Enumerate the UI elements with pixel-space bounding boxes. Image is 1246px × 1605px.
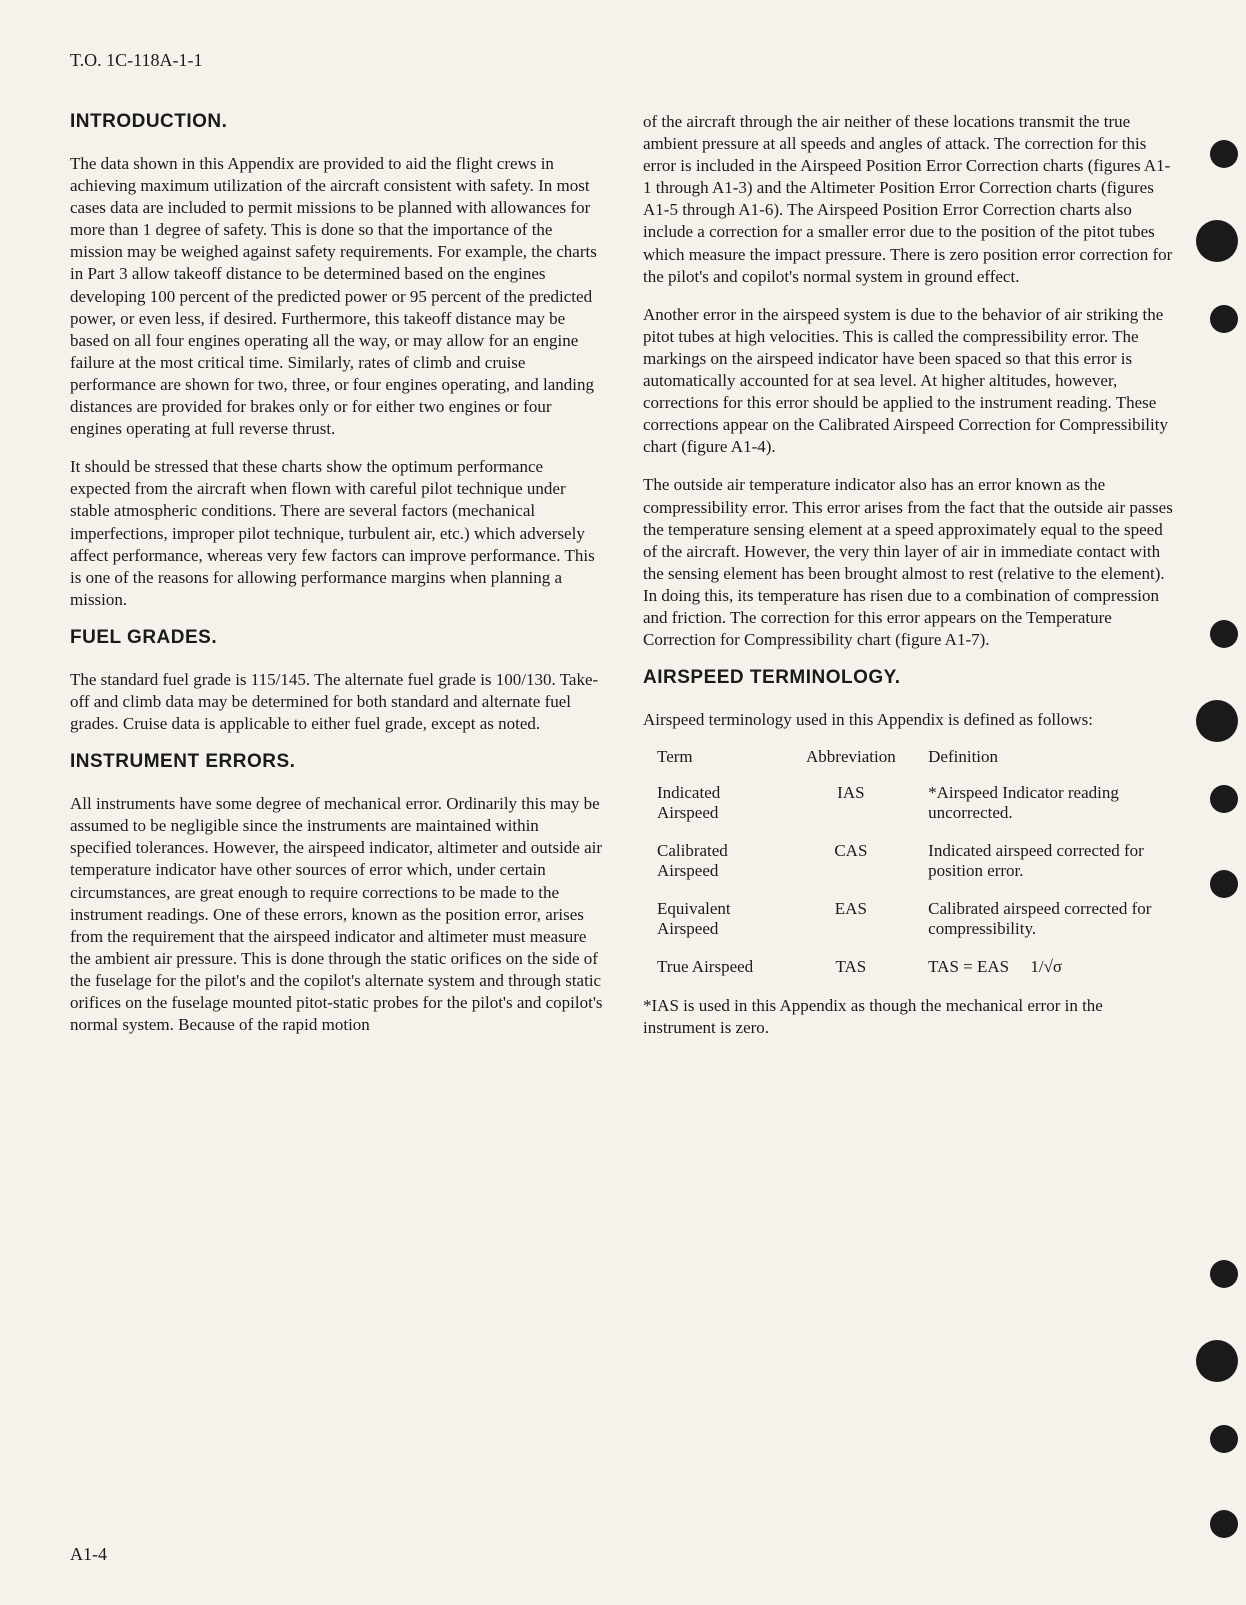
cell-term: True Airspeed (643, 957, 782, 977)
cell-def: Indicated airspeed corrected for positio… (920, 841, 1176, 881)
right-column: of the aircraft through the air neither … (643, 111, 1176, 1055)
two-column-content: INTRODUCTION. The data shown in this App… (70, 111, 1176, 1055)
intro-paragraph-2: It should be stressed that these charts … (70, 456, 603, 611)
fuel-grades-heading: FUEL GRADES. (70, 627, 603, 649)
airspeed-terminology-heading: AIRSPEED TERMINOLOGY. (643, 667, 1176, 689)
header-definition: Definition (920, 747, 1176, 767)
binder-hole (1210, 785, 1238, 813)
cell-def: Calibrated airspeed corrected for compre… (920, 899, 1176, 939)
continuation-paragraph-1: of the aircraft through the air neither … (643, 111, 1176, 288)
cell-term: Indicated Airspeed (643, 783, 782, 823)
cell-term: Calibrated Airspeed (643, 841, 782, 881)
cell-abbr: CAS (782, 841, 921, 861)
left-column: INTRODUCTION. The data shown in this App… (70, 111, 603, 1055)
cell-def: TAS = EAS 1/√σ (920, 957, 1176, 977)
continuation-paragraph-3: The outside air temperature indicator al… (643, 474, 1176, 651)
header-term: Term (643, 747, 782, 767)
page-number: A1-4 (70, 1544, 107, 1565)
instrument-errors-paragraph: All instruments have some degree of mech… (70, 793, 603, 1036)
binder-hole (1210, 1510, 1238, 1538)
binder-hole (1210, 870, 1238, 898)
cell-abbr: IAS (782, 783, 921, 803)
binder-hole (1210, 140, 1238, 168)
cell-term: Equivalent Airspeed (643, 899, 782, 939)
table-row: True Airspeed TAS TAS = EAS 1/√σ (643, 957, 1176, 977)
fuel-grades-paragraph: The standard fuel grade is 115/145. The … (70, 669, 603, 735)
binder-hole (1210, 1260, 1238, 1288)
airspeed-footnote: *IAS is used in this Appendix as though … (643, 995, 1176, 1039)
airspeed-terminology-intro: Airspeed terminology used in this Append… (643, 709, 1176, 731)
cell-def: *Airspeed Indicator reading uncorrected. (920, 783, 1176, 823)
table-header-row: Term Abbreviation Definition (643, 747, 1176, 767)
cell-abbr: TAS (782, 957, 921, 977)
binder-hole (1196, 220, 1238, 262)
document-header: T.O. 1C-118A-1-1 (70, 50, 1176, 71)
binder-hole (1210, 305, 1238, 333)
instrument-errors-heading: INSTRUMENT ERRORS. (70, 751, 603, 773)
introduction-heading: INTRODUCTION. (70, 111, 603, 133)
table-row: Calibrated Airspeed CAS Indicated airspe… (643, 841, 1176, 881)
cell-abbr: EAS (782, 899, 921, 919)
table-row: Equivalent Airspeed EAS Calibrated airsp… (643, 899, 1176, 939)
binder-hole (1196, 700, 1238, 742)
binder-hole (1196, 1340, 1238, 1382)
airspeed-table: Term Abbreviation Definition Indicated A… (643, 747, 1176, 977)
header-abbreviation: Abbreviation (782, 747, 921, 767)
binder-hole (1210, 1425, 1238, 1453)
binder-hole (1210, 620, 1238, 648)
continuation-paragraph-2: Another error in the airspeed system is … (643, 304, 1176, 459)
intro-paragraph-1: The data shown in this Appendix are prov… (70, 153, 603, 440)
table-row: Indicated Airspeed IAS *Airspeed Indicat… (643, 783, 1176, 823)
